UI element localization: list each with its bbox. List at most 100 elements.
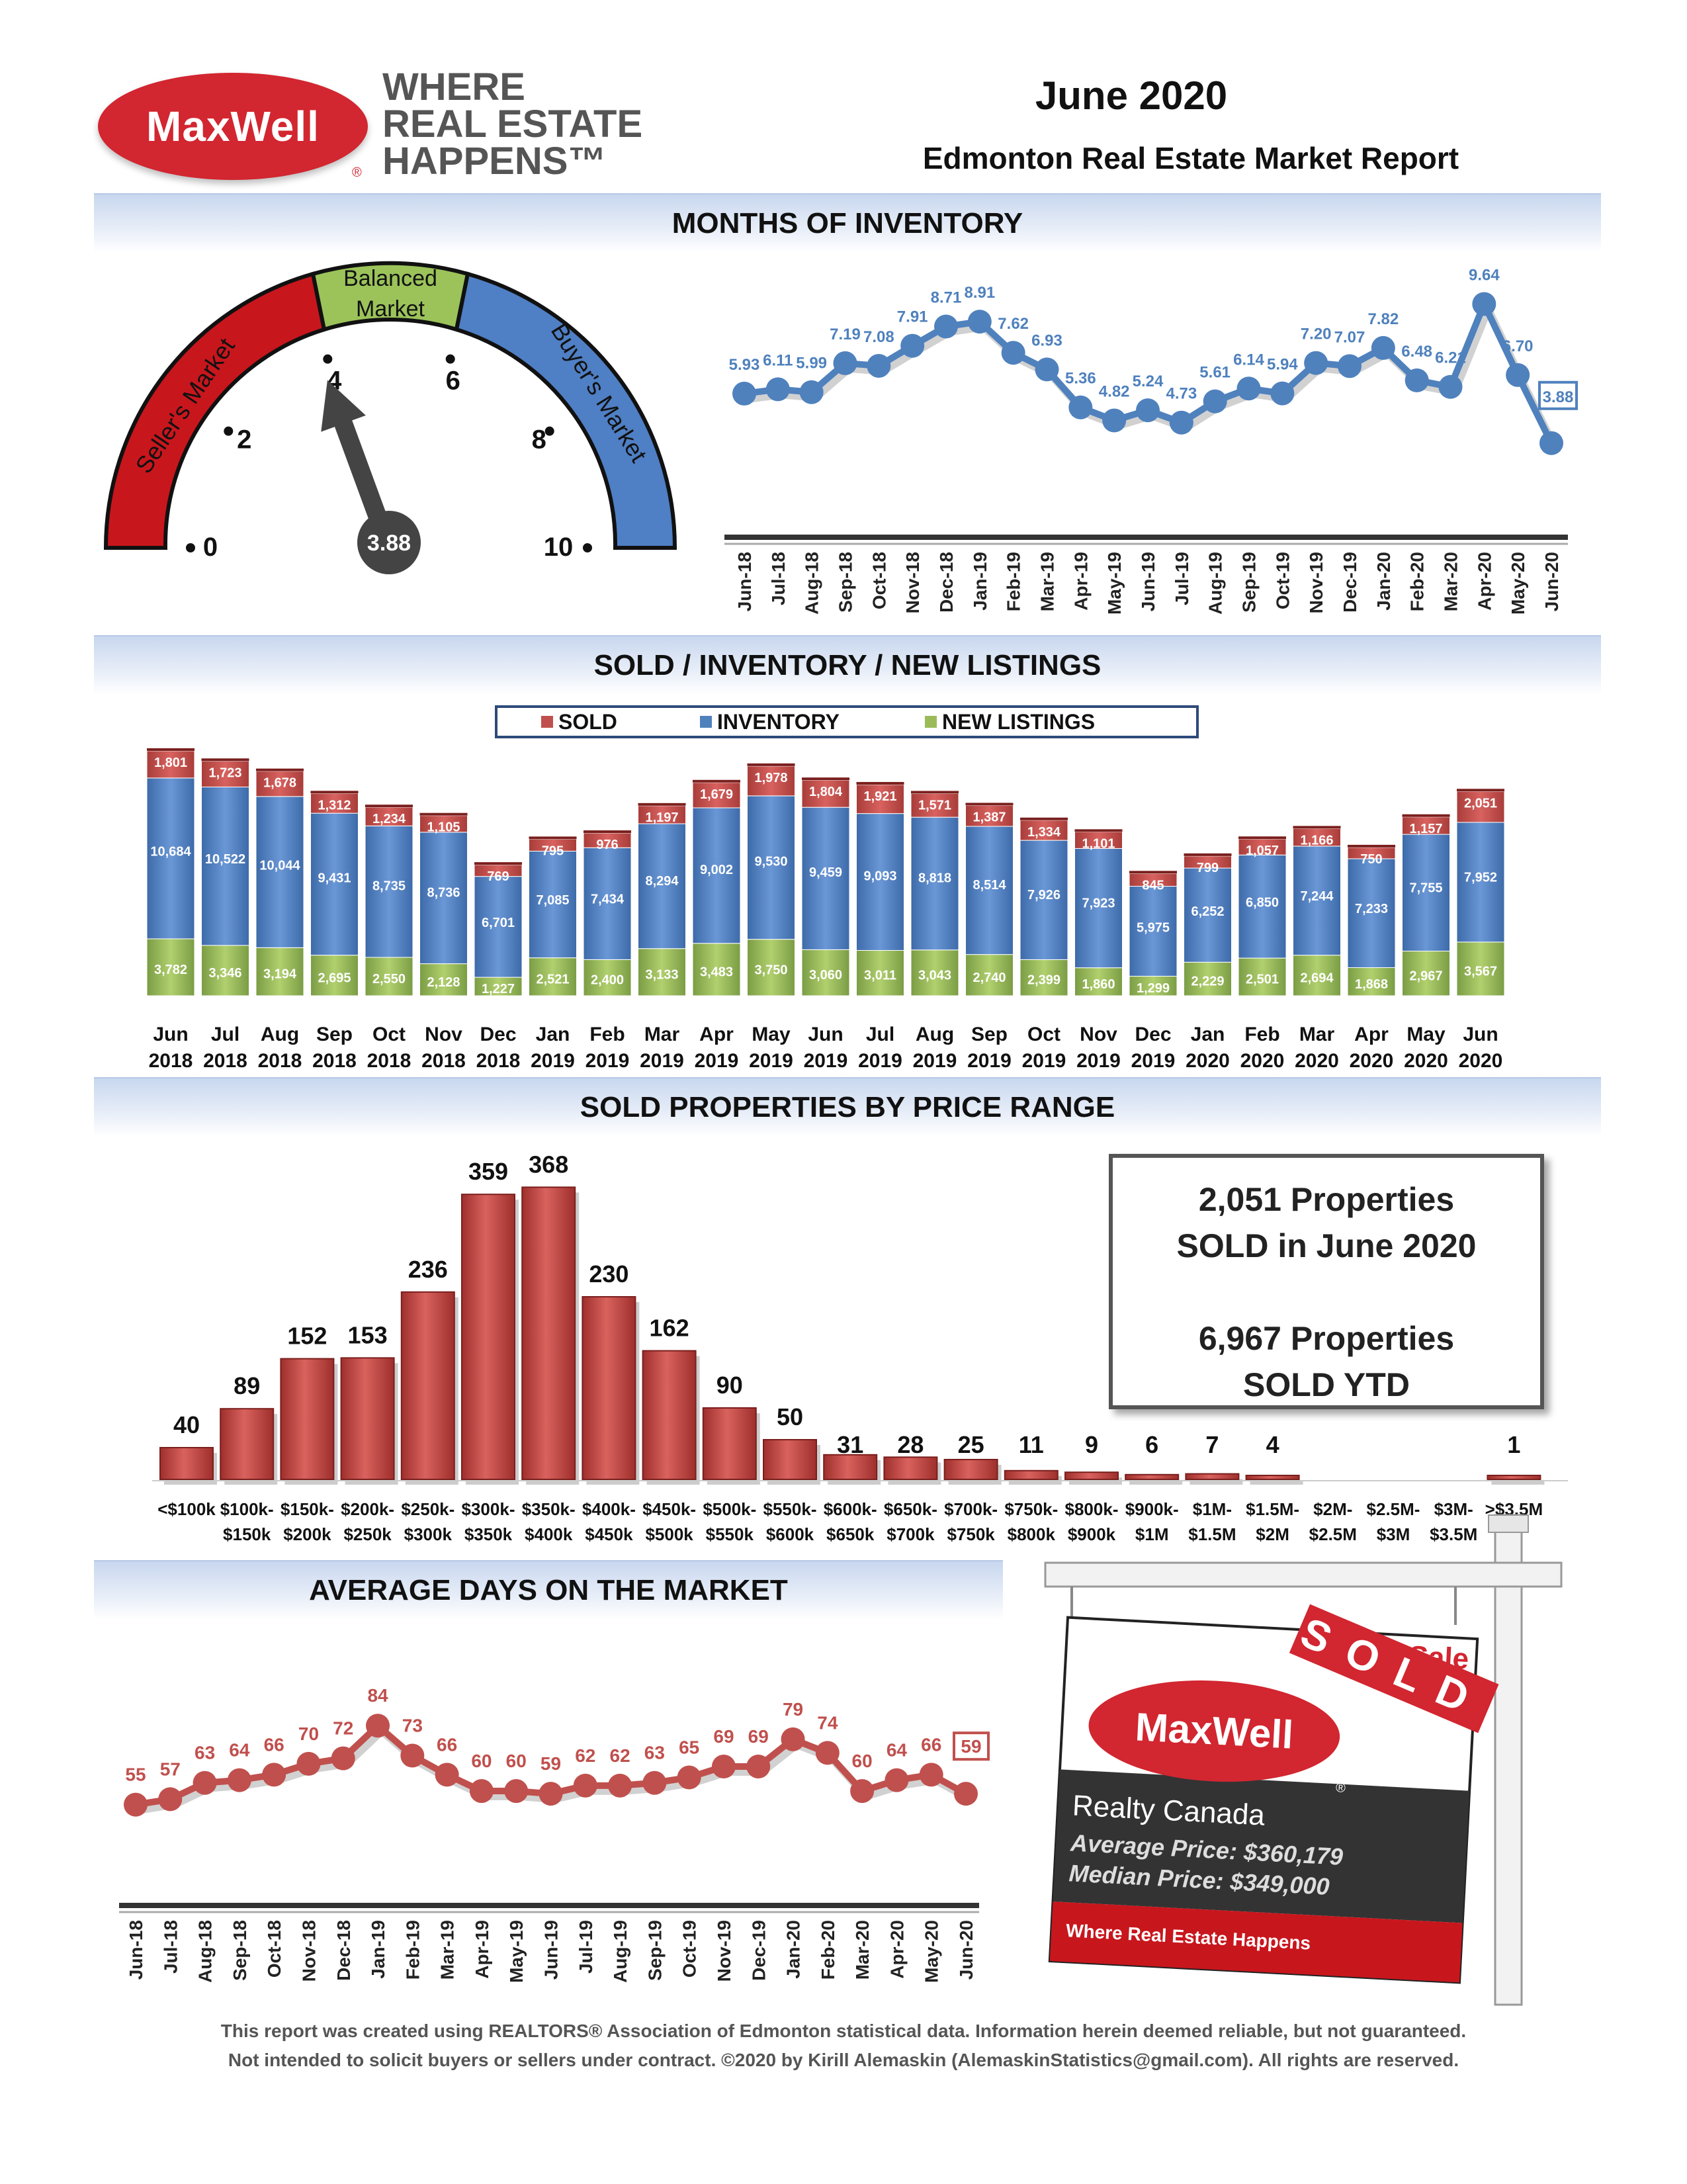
- x-tick-year: 2020: [1404, 1050, 1448, 1072]
- months-of-inventory-chart: 5.93 6.11 5.997.19 7.087.918.71 8.917.626.93…: [724, 266, 1578, 615]
- x-tick-year: 2018: [203, 1050, 247, 1072]
- bar-value-label: 769: [487, 869, 509, 884]
- bar-segment: [1293, 955, 1341, 996]
- price-bar: [1487, 1475, 1541, 1480]
- x-tick-label: $200k: [283, 1524, 331, 1544]
- bar-segment: [1184, 867, 1232, 963]
- summary-line-4: SOLD YTD: [1243, 1366, 1410, 1403]
- bar-segment: [1347, 858, 1396, 969]
- x-tick-year: 2020: [1186, 1050, 1230, 1072]
- bar-value-label: 3,483: [700, 965, 733, 979]
- bar-segment: [310, 793, 359, 814]
- data-point: [193, 1770, 217, 1795]
- data-point: [967, 310, 992, 334]
- data-label: 64: [887, 1740, 908, 1761]
- bar-top-cap: [1184, 853, 1232, 856]
- summary-line-3: 6,967 Properties: [1198, 1320, 1455, 1357]
- x-tick-month: Mar: [1299, 1024, 1335, 1045]
- data-point: [815, 1741, 840, 1765]
- x-tick-month: Oct: [372, 1024, 406, 1045]
- bar-value-label: 162: [650, 1315, 689, 1342]
- data-point: [1001, 341, 1025, 365]
- x-tick-year: 2020: [1350, 1050, 1394, 1072]
- x-tick-year: 2019: [585, 1050, 630, 1072]
- bar-value-label: 9,093: [863, 869, 896, 884]
- data-point: [366, 1714, 390, 1738]
- x-tick-label: <$100k: [157, 1499, 216, 1519]
- bar-segment: [1019, 959, 1068, 996]
- x-tick-label: $100k-: [220, 1499, 274, 1519]
- price-bar: [340, 1357, 395, 1480]
- x-tick-label: Jan-20: [1373, 552, 1394, 611]
- data-label: 64: [229, 1740, 250, 1761]
- x-tick-label: Nov-18: [298, 1920, 319, 1982]
- bar-segment: [747, 795, 795, 940]
- bar-segment: [1456, 941, 1505, 996]
- gauge-tick-label: 6: [446, 367, 460, 396]
- x-tick-year: 2019: [749, 1050, 793, 1072]
- bar-value-label: 3,782: [154, 963, 187, 977]
- bar-value-label: 2,521: [536, 972, 569, 986]
- x-tick-label: Dec-18: [936, 552, 957, 613]
- x-tick-label: Jan-19: [970, 552, 990, 611]
- bar-segment: [146, 750, 195, 779]
- x-tick-label: Nov-19: [1306, 552, 1326, 613]
- data-point: [158, 1787, 183, 1812]
- x-tick-label: May-20: [922, 1920, 942, 1983]
- x-tick-month: Mar: [644, 1024, 680, 1045]
- x-tick-label: Jun-19: [541, 1920, 562, 1980]
- x-tick-label: $2M: [1256, 1524, 1289, 1544]
- last-value-box: [953, 1731, 990, 1761]
- data-label: 62: [610, 1745, 630, 1766]
- data-label: 5.24: [1133, 372, 1164, 390]
- sign-reg-mark: ®: [1336, 1780, 1346, 1796]
- data-label: 7.62: [998, 315, 1029, 333]
- bar-value-label: 9,431: [318, 871, 351, 886]
- summary-line-1: 2,051 Properties: [1198, 1181, 1455, 1218]
- x-tick-month: Aug: [261, 1024, 299, 1045]
- bar-shadow: [1491, 1481, 1545, 1485]
- x-tick-month: Jun: [1463, 1024, 1498, 1045]
- bar-top-cap: [1293, 826, 1341, 829]
- gauge-tick-label: 10: [544, 533, 574, 562]
- x-tick-year: 2019: [640, 1050, 684, 1072]
- x-tick-label: $900k: [1068, 1524, 1116, 1544]
- x-tick-year: 2019: [1022, 1050, 1066, 1072]
- bar-value-label: 8,514: [973, 878, 1006, 893]
- bar-segment: [474, 876, 523, 978]
- bar-segment: [910, 949, 959, 996]
- x-tick-month: Apr: [699, 1024, 734, 1045]
- x-tick-label: $150k-: [281, 1499, 334, 1519]
- price-bar: [1185, 1473, 1240, 1481]
- x-tick-label: Jul-18: [160, 1920, 181, 1974]
- bar-top-cap: [1020, 817, 1068, 820]
- price-bar: [220, 1408, 275, 1481]
- gauge-tick-label: 8: [532, 425, 546, 455]
- bar-segment: [965, 826, 1014, 955]
- tagline-line-2: REAL ESTATE: [382, 103, 643, 146]
- sign-logo-oval: [1088, 1680, 1340, 1782]
- data-label: 70: [298, 1724, 319, 1744]
- bar-value-label: 7,085: [536, 893, 569, 908]
- bar-value-label: 795: [542, 844, 564, 858]
- x-tick-year: 2018: [149, 1050, 193, 1072]
- x-tick-label: $550k-: [763, 1499, 817, 1519]
- bar-value-label: 1,057: [1246, 844, 1279, 858]
- bar-top-cap: [1348, 844, 1395, 848]
- bar-value-label: 2,399: [1027, 973, 1060, 988]
- x-tick-year: 2018: [476, 1050, 521, 1072]
- x-tick-label: Feb-19: [1004, 552, 1024, 611]
- bar-segment: [1456, 822, 1505, 943]
- x-tick-label: $300k: [404, 1524, 453, 1544]
- bar-shadow: [1190, 1479, 1243, 1485]
- data-point: [1136, 398, 1160, 423]
- market-gauge: Seller's Market Balanced Market Buyer's …: [103, 261, 677, 574]
- bar-top-cap: [802, 777, 849, 781]
- bar-value-label: 1,804: [809, 785, 843, 799]
- data-point: [1035, 357, 1059, 382]
- bar-segment: [146, 777, 195, 939]
- bar-value-label: 2,740: [973, 971, 1006, 985]
- x-tick-label: Jun-20: [956, 1920, 976, 1980]
- tagline-line-1: WHERE: [382, 66, 525, 109]
- bar-segment: [255, 796, 304, 948]
